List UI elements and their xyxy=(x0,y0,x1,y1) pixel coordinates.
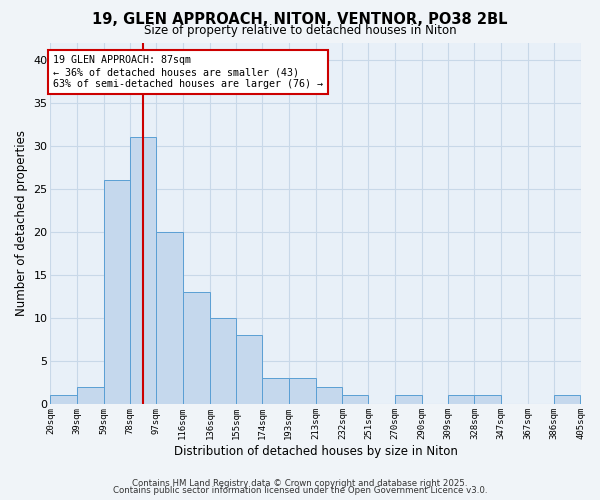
Bar xyxy=(157,232,182,404)
Y-axis label: Number of detached properties: Number of detached properties xyxy=(15,130,28,316)
Bar xyxy=(77,386,104,404)
Bar xyxy=(289,378,316,404)
Bar xyxy=(210,318,236,404)
Bar xyxy=(182,292,210,404)
Text: Size of property relative to detached houses in Niton: Size of property relative to detached ho… xyxy=(143,24,457,37)
Bar xyxy=(395,396,422,404)
Bar xyxy=(130,137,157,404)
Bar xyxy=(262,378,289,404)
Bar xyxy=(236,335,262,404)
Text: 19 GLEN APPROACH: 87sqm
← 36% of detached houses are smaller (43)
63% of semi-de: 19 GLEN APPROACH: 87sqm ← 36% of detache… xyxy=(53,56,323,88)
X-axis label: Distribution of detached houses by size in Niton: Distribution of detached houses by size … xyxy=(173,444,457,458)
Bar xyxy=(554,396,580,404)
Bar xyxy=(343,396,368,404)
Bar xyxy=(475,396,500,404)
Text: Contains public sector information licensed under the Open Government Licence v3: Contains public sector information licen… xyxy=(113,486,487,495)
Text: 19, GLEN APPROACH, NITON, VENTNOR, PO38 2BL: 19, GLEN APPROACH, NITON, VENTNOR, PO38 … xyxy=(92,12,508,28)
Bar xyxy=(104,180,130,404)
Text: Contains HM Land Registry data © Crown copyright and database right 2025.: Contains HM Land Registry data © Crown c… xyxy=(132,478,468,488)
Bar xyxy=(316,386,343,404)
Bar xyxy=(50,396,77,404)
Bar xyxy=(448,396,475,404)
